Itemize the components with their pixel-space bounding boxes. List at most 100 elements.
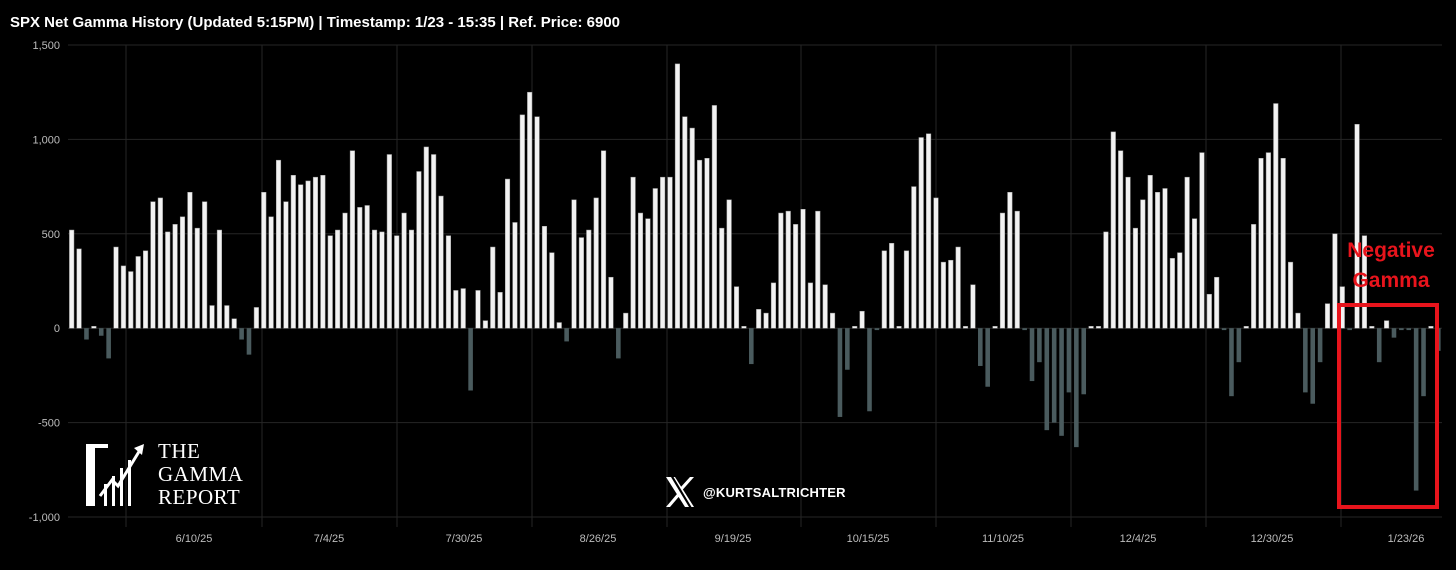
bar-negative — [98, 328, 104, 336]
bar-positive — [1258, 158, 1264, 329]
y-tick-label: 1,500 — [32, 40, 60, 52]
bar-positive — [896, 326, 902, 329]
bar-positive — [571, 199, 577, 329]
bar-positive — [1147, 175, 1153, 329]
bar-positive — [91, 326, 97, 329]
bar-positive — [497, 292, 503, 329]
handle-text: @KURTSALTRICHTER — [703, 484, 846, 500]
bar-positive — [822, 284, 828, 329]
bar-positive — [1199, 152, 1205, 329]
bar-positive — [940, 261, 946, 329]
bar-negative — [1074, 328, 1079, 448]
bar-positive — [527, 91, 533, 329]
x-tick-label: 7/30/25 — [446, 533, 483, 545]
bar-positive — [438, 195, 444, 329]
bar-positive — [490, 246, 496, 329]
bar-positive — [807, 282, 813, 329]
bar-positive — [1251, 224, 1257, 329]
bar-positive — [889, 242, 895, 329]
bar-negative — [874, 328, 880, 331]
bar-positive — [903, 250, 909, 329]
bar-positive — [379, 231, 385, 329]
bar-negative — [564, 328, 569, 342]
bar-negative — [1317, 328, 1323, 363]
bar-positive — [453, 290, 459, 329]
bar-positive — [541, 226, 548, 329]
bar-positive — [719, 227, 725, 329]
bar-positive — [342, 212, 348, 329]
bar-positive — [1243, 326, 1249, 329]
bar-positive — [999, 212, 1006, 329]
bar-positive — [194, 227, 200, 329]
bar-negative — [1229, 328, 1234, 397]
bar-positive — [556, 322, 562, 329]
bar-positive — [224, 305, 230, 329]
bar-positive — [305, 180, 311, 329]
bar-positive — [682, 116, 688, 329]
bar-positive — [1369, 326, 1375, 329]
bar-positive — [1162, 188, 1168, 329]
bar-positive — [394, 235, 400, 329]
bar-negative — [1029, 328, 1035, 382]
bar-negative — [1399, 328, 1404, 331]
bar-positive — [460, 288, 466, 329]
bar-positive — [187, 192, 193, 329]
negative-gamma-annotation: Negative Gamma — [1336, 236, 1446, 296]
bar-positive — [504, 178, 511, 329]
bar-positive — [216, 229, 222, 329]
bar-positive — [933, 197, 939, 329]
gamma-report-logo: THE GAMMA REPORT — [84, 440, 274, 512]
y-tick-label: 500 — [42, 229, 60, 241]
x-tick-label: 10/15/25 — [847, 533, 890, 545]
bar-negative — [239, 328, 244, 340]
bar-negative — [1413, 328, 1419, 491]
bar-positive — [1118, 150, 1124, 329]
bar-positive — [253, 307, 259, 329]
bar-positive — [364, 205, 370, 329]
bar-positive — [1095, 326, 1102, 329]
bar-positive — [667, 176, 673, 329]
bar-positive — [630, 176, 636, 329]
bar-positive — [275, 159, 282, 329]
bar-positive — [327, 235, 333, 329]
chart-title: SPX Net Gamma History (Updated 5:15PM) |… — [10, 14, 621, 31]
x-tick-label: 8/26/25 — [580, 533, 617, 545]
bar-negative — [84, 328, 89, 340]
bar-positive — [785, 210, 791, 329]
bar-positive — [1007, 192, 1013, 329]
bar-positive — [268, 216, 274, 329]
bar-positive — [69, 229, 75, 329]
bar-positive — [1125, 176, 1131, 329]
bar-positive — [637, 212, 644, 329]
bar-positive — [1273, 103, 1279, 329]
bar-positive — [674, 63, 680, 329]
x-tick-label: 9/19/25 — [715, 533, 752, 545]
bar-positive — [143, 250, 149, 329]
bar-negative — [468, 328, 473, 391]
logo-line-2: GAMMA — [158, 462, 244, 486]
bar-positive — [1324, 303, 1331, 329]
bar-positive — [593, 197, 599, 329]
bar-positive — [401, 212, 407, 329]
bar-negative — [106, 328, 111, 359]
bar-negative — [837, 328, 843, 417]
bar-negative — [1066, 328, 1072, 393]
bar-positive — [955, 246, 961, 329]
y-tick-label: 1,000 — [32, 134, 60, 146]
x-tick-label: 6/10/25 — [176, 533, 213, 545]
bar-positive — [475, 290, 481, 329]
x-axis-labels: 6/10/25 7/4/25 7/30/25 8/26/25 9/19/25 10/15/… — [176, 533, 1425, 545]
bar-negative — [1406, 328, 1412, 331]
bar-positive — [733, 286, 740, 329]
bar-positive — [918, 137, 924, 329]
bar-positive — [408, 229, 415, 329]
bar-positive — [881, 250, 887, 329]
bar-positive — [1288, 261, 1294, 329]
y-axis-labels: -1,000 -500 0 500 1,000 1,500 — [29, 40, 60, 524]
bar-positive — [586, 229, 592, 329]
bar-positive — [704, 158, 710, 329]
bar-positive — [157, 197, 163, 329]
bar-positive — [512, 222, 518, 329]
bar-positive — [1155, 192, 1161, 329]
